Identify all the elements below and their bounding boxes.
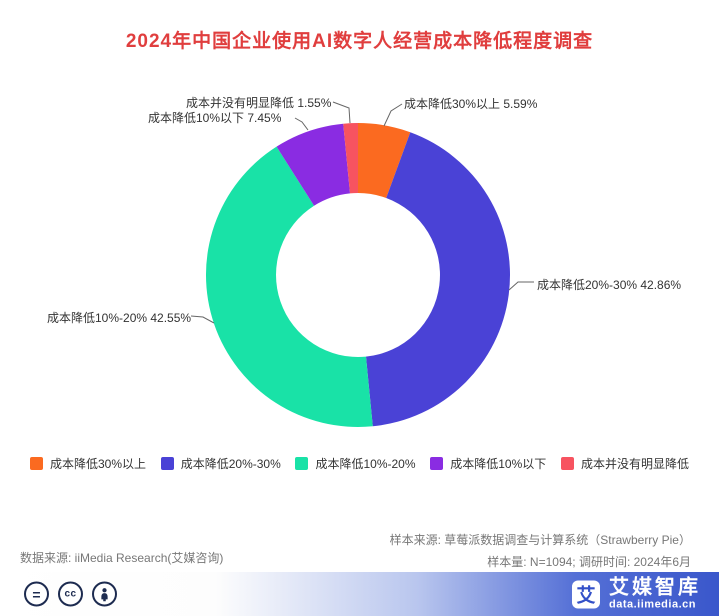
callout-20-30: 成本降低20%-30% 42.86%	[537, 278, 682, 292]
brand-name: 艾媒智库	[609, 576, 701, 599]
brand-logo-block: 艾 艾媒智库 data.iimedia.cn	[572, 577, 701, 612]
sample-size-note: 样本量: N=1094; 调研时间: 2024年6月	[487, 555, 691, 569]
donut-slice	[365, 132, 511, 427]
brand-text: 艾媒智库 data.iimedia.cn	[609, 577, 701, 612]
legend-swatch-purple	[430, 457, 444, 470]
equals-icon: =	[24, 581, 49, 607]
donut-slice	[343, 123, 358, 194]
legend-item-no-reduction: 成本并没有明显降低	[560, 455, 689, 472]
callout-above-30: 成本降低30%以上 5.59%	[404, 97, 538, 111]
brand-url: data.iimedia.cn	[609, 598, 696, 611]
bottom-brand-bar: = cc 艾 艾媒智库 data.iimedia.cn	[0, 572, 719, 616]
donut-slice	[358, 123, 411, 199]
brand-logo-icon: 艾	[572, 580, 600, 608]
legend-swatch-orange	[30, 457, 43, 470]
legend-swatch-teal	[295, 457, 309, 470]
legend-item-above-30: 成本降低30%以上	[30, 455, 146, 472]
legend: 成本降低30%以上 成本降低20%-30% 成本降低10%-20% 成本降低10…	[30, 455, 689, 472]
legend-swatch-red	[560, 457, 574, 470]
callout-no-reduction: 成本并没有明显降低 1.55%	[186, 96, 332, 110]
callout-below-10: 成本降低10%以下 7.45%	[148, 111, 282, 125]
data-source-note: 数据来源: iiMedia Research(艾媒咨询)	[20, 551, 224, 565]
legend-label: 成本降低30%以上	[50, 457, 147, 471]
legend-item-below-10: 成本降低10%以下	[430, 455, 546, 472]
legend-item-20-30: 成本降低20%-30%	[160, 455, 281, 472]
donut-chart	[205, 123, 511, 428]
legend-label: 成本降低10%以下	[450, 457, 547, 471]
license-icons: = cc	[24, 581, 117, 607]
legend-swatch-blue	[160, 457, 174, 470]
sample-source-note: 样本来源: 草莓派数据调查与计算系统（Strawberry Pie）	[389, 533, 691, 547]
callout-10-20: 成本降低10%-20% 42.55%	[47, 311, 192, 325]
donut-slice	[276, 123, 351, 206]
legend-label: 成本降低10%-20%	[315, 457, 416, 471]
donut-slice	[205, 146, 373, 428]
chart-title: 2024年中国企业使用AI数字人经营成本降低程度调查	[125, 31, 594, 52]
legend-item-10-20: 成本降低10%-20%	[295, 455, 416, 472]
cc-icon: cc	[58, 581, 83, 607]
legend-label: 成本降低20%-30%	[180, 457, 281, 471]
person-icon	[92, 581, 117, 607]
legend-label: 成本并没有明显降低	[580, 457, 689, 471]
